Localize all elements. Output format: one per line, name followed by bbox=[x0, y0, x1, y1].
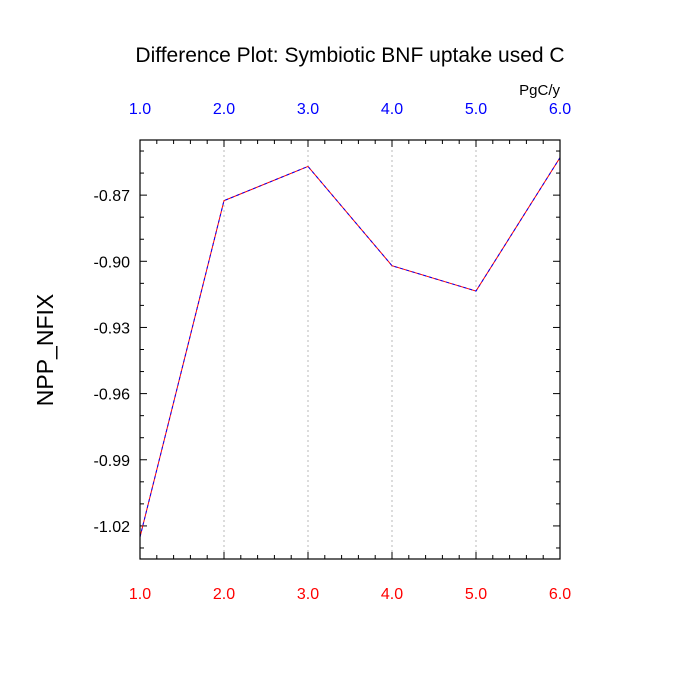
x-tick-label-top: 2.0 bbox=[213, 101, 235, 118]
x-tick-label-bottom: 3.0 bbox=[297, 586, 319, 603]
x-tick-label-bottom: 1.0 bbox=[129, 586, 151, 603]
y-tick-label: -0.99 bbox=[94, 453, 131, 470]
grid-lines bbox=[223, 140, 477, 559]
x-tick-label-bottom: 2.0 bbox=[213, 586, 235, 603]
x-tick-label-bottom: 6.0 bbox=[549, 586, 571, 603]
y-axis-label: NPP_NFIX bbox=[32, 294, 58, 406]
x-tick-label-top: 3.0 bbox=[297, 101, 319, 118]
data-series bbox=[139, 157, 561, 538]
series-line-2 bbox=[139, 157, 561, 538]
x-tick-label-top: 1.0 bbox=[129, 101, 151, 118]
plot-frame bbox=[139, 139, 561, 560]
x-tick-label-top: 5.0 bbox=[465, 101, 487, 118]
x-tick-label-top: 4.0 bbox=[381, 101, 403, 118]
chart-title: Difference Plot: Symbiotic BNF uptake us… bbox=[135, 44, 564, 67]
x-tick-label-bottom: 5.0 bbox=[465, 586, 487, 603]
tick-labels: -0.87 -0.90 -0.93 -0.96 -0.99 -1.02 1.0 1.0 2.0 2… bbox=[94, 101, 572, 603]
series-line-1 bbox=[139, 157, 561, 538]
y-tick-label: -0.87 bbox=[94, 188, 131, 205]
y-tick-label: -0.90 bbox=[94, 254, 131, 271]
y-tick-label: -0.93 bbox=[94, 320, 131, 337]
axis-ticks bbox=[139, 140, 561, 559]
x-tick-label-bottom: 4.0 bbox=[381, 586, 403, 603]
y-tick-label: -0.96 bbox=[94, 387, 131, 404]
x-tick-label-top: 6.0 bbox=[549, 101, 571, 118]
y-tick-label: -1.02 bbox=[94, 519, 131, 536]
units-label: PgC/y bbox=[519, 82, 560, 99]
